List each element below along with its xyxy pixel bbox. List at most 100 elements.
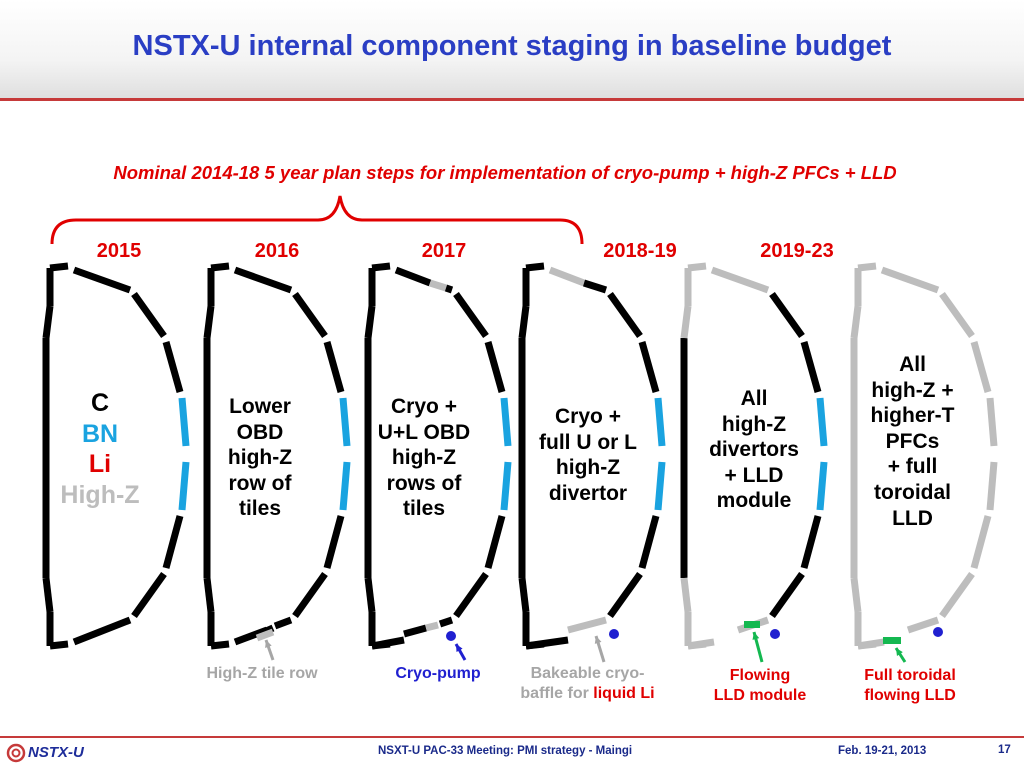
year-label-2017: 2017 <box>421 240 467 262</box>
year-label-2019-23: 2019-23 <box>760 240 834 262</box>
wall-segment <box>438 616 454 628</box>
bn-limiter <box>500 397 512 447</box>
wall-segment <box>484 515 506 569</box>
wall-segment <box>680 305 692 339</box>
wall-segment <box>364 305 376 339</box>
plan-bracket <box>50 195 584 245</box>
stage-2016-label: Lower OBD high-Z row of tiles <box>227 395 293 521</box>
vessel-profile <box>850 262 998 650</box>
wall-segment <box>850 305 862 339</box>
lld-module <box>744 621 760 628</box>
wall-segment <box>638 515 660 569</box>
toroidal-lld <box>883 637 901 644</box>
legend-bn: BN <box>81 419 119 448</box>
bn-limiter <box>339 461 351 511</box>
legend-c: C <box>90 389 110 417</box>
wall-segment <box>394 266 432 287</box>
slide-header <box>0 0 1024 100</box>
wall-segment <box>906 616 940 634</box>
wall-segment <box>49 262 69 272</box>
wall-segment <box>371 640 391 650</box>
wall-segment <box>292 291 328 339</box>
wall-segment <box>525 640 545 650</box>
footer-divider <box>0 736 1024 738</box>
cryo-pump-dot <box>609 629 619 639</box>
wall-segment <box>42 577 54 613</box>
annotation-cryo-pump: Cryo-pump <box>395 665 481 682</box>
year-label-2018-19: 2018-19 <box>603 240 677 262</box>
legend-li: Li <box>88 450 112 478</box>
cryo-pump-dot <box>933 627 943 637</box>
bn-limiter <box>654 461 666 511</box>
vessel-profile <box>518 262 666 650</box>
cryo-pump-arrow-head <box>456 644 463 652</box>
wall-segment <box>687 640 707 650</box>
toroidal-lld-arrow-head <box>896 648 903 656</box>
wall-segment <box>428 279 448 292</box>
wall-segment <box>518 577 530 613</box>
bn-limiter <box>500 461 512 511</box>
wall-segment <box>233 266 293 294</box>
year-label-2015: 2015 <box>96 240 142 262</box>
wall-segment <box>162 341 184 393</box>
wall-segment <box>210 640 230 650</box>
bn-limiter <box>178 461 190 511</box>
highz-tile-row <box>255 628 275 642</box>
legend-highz: High-Z <box>60 480 140 509</box>
wall-segment <box>680 577 692 613</box>
annotation-full-toroidal: Full toroidal flowing LLD <box>864 667 956 704</box>
stage-2019-23-label: All high-Z divertors + LLD module <box>709 387 799 513</box>
wall-segment <box>403 624 427 638</box>
nstx-logo-icon <box>6 743 26 763</box>
bn-limiter <box>816 461 828 511</box>
bn-limiter <box>986 397 998 447</box>
lld-module-arrow-head <box>752 632 760 640</box>
bn-limiter <box>339 397 351 447</box>
wall-segment <box>857 640 877 650</box>
wall-segment <box>970 341 992 393</box>
wall-segment <box>453 291 489 339</box>
wall-segment <box>850 577 862 613</box>
footer-date: Feb. 19-21, 2013 <box>838 745 927 757</box>
wall-segment <box>131 291 167 339</box>
baffle-arrow-head <box>594 636 602 644</box>
wall-segment <box>800 341 822 393</box>
slide-title: NSTX-U internal component staging in bas… <box>132 30 892 62</box>
wall-segment <box>970 515 992 569</box>
wall-segment <box>939 571 975 619</box>
vessel-profile <box>203 262 351 650</box>
wall-segment <box>453 571 489 619</box>
bn-limiter <box>986 461 998 511</box>
bn-limiter <box>178 397 190 447</box>
header-divider <box>0 98 1024 101</box>
annotation-flowing-lld: Flowing LLD module <box>713 667 807 704</box>
wall-segment <box>518 305 530 339</box>
wall-segment <box>857 262 877 272</box>
wall-segment <box>800 515 822 569</box>
wall-segment <box>769 571 805 619</box>
vessel-profiles <box>42 262 998 650</box>
wall-segment <box>880 266 940 294</box>
stage-final-label: All high-Z + higher-T PFCs + full toroidal LLD <box>870 353 955 530</box>
wall-segment <box>72 266 132 294</box>
cryo-pump-dot <box>446 631 456 641</box>
wall-segment <box>607 571 643 619</box>
annotation-highz-row: High-Z tile row <box>206 665 318 682</box>
annotation-baffle: Bakeable cryo- baffle for liquid Li <box>520 665 655 702</box>
highz-tile-row <box>425 621 439 632</box>
wall-segment <box>548 266 586 287</box>
wall-segment <box>273 616 293 630</box>
wall-segment <box>292 571 328 619</box>
wall-segment <box>525 262 545 272</box>
wall-segment <box>210 262 230 272</box>
bn-limiter <box>654 397 666 447</box>
wall-segment <box>769 291 805 339</box>
wall-segment <box>484 341 506 393</box>
wall-segment <box>710 266 770 294</box>
wall-segment <box>582 279 608 294</box>
wall-segment <box>638 341 660 393</box>
stage-2017-label: Cryo + U+L OBD high-Z rows of tiles <box>377 395 471 521</box>
bn-limiter <box>816 397 828 447</box>
